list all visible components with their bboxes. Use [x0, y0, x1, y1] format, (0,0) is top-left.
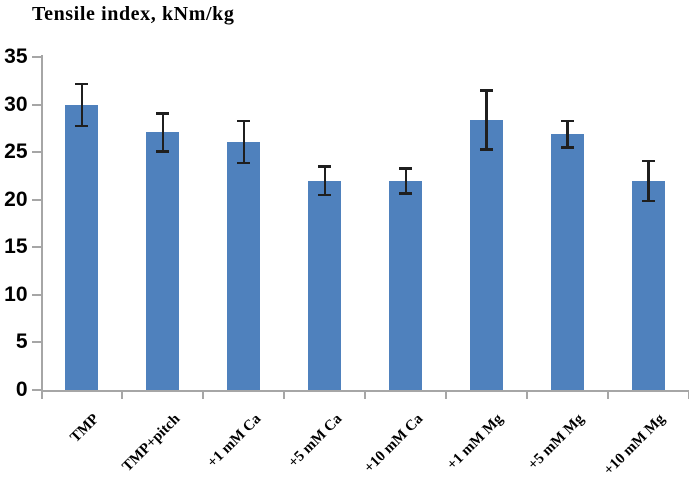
y-axis-tick [32, 151, 41, 154]
bar [550, 134, 584, 390]
error-bar-cap-bottom [641, 199, 655, 203]
bar [631, 180, 665, 390]
y-axis-tick [32, 198, 41, 201]
error-bar-stem [404, 168, 408, 194]
error-bar-stem [566, 120, 569, 148]
error-bar-stem [242, 120, 246, 163]
y-axis-tick-label: 5 [15, 330, 28, 354]
error-bar-stem [323, 166, 327, 195]
error-bar-cap-top [237, 119, 251, 123]
bar [65, 104, 99, 390]
y-axis-tick [32, 293, 41, 296]
y-axis-tick-label: 0 [15, 378, 28, 401]
y-axis-tick [32, 56, 41, 58]
y-axis-line [40, 55, 43, 392]
x-axis-tick [606, 390, 609, 399]
y-axis-tick [32, 341, 41, 344]
error-bar-stem [80, 83, 84, 126]
chart-title: Tensile index, kNm/kg [32, 3, 235, 25]
x-axis-tick [40, 390, 43, 399]
error-bar-cap-bottom [399, 192, 413, 195]
x-axis-label: +1 mM Ca [204, 411, 265, 471]
y-axis-tick [32, 246, 41, 249]
x-axis-label: +5 mM Ca [285, 411, 345, 471]
error-bar-cap-top [156, 112, 170, 115]
error-bar-cap-top [479, 89, 493, 92]
error-bar-cap-bottom [237, 161, 251, 165]
error-bar-cap-bottom [156, 150, 170, 153]
error-bar-stem [647, 160, 650, 201]
error-bar-stem [485, 90, 488, 150]
x-axis-label: +10 mM Ca [360, 411, 426, 477]
y-axis-tick-label: 35 [4, 45, 28, 68]
x-axis-tick [525, 390, 528, 399]
error-bar-stem [161, 113, 165, 152]
error-bar-cap-top [641, 159, 655, 163]
error-bar-cap-bottom [75, 124, 89, 127]
x-axis-label: +1 mM Mg [444, 411, 507, 474]
y-axis-tick-label: 10 [4, 282, 28, 306]
error-bar-cap-top [560, 119, 574, 123]
x-axis-tick [121, 390, 124, 399]
y-axis-tick-label: 25 [4, 140, 28, 164]
x-axis-tick [202, 390, 205, 399]
y-axis-tick-label: 20 [4, 187, 28, 211]
bar [308, 180, 342, 390]
error-bar-cap-top [318, 165, 332, 168]
x-axis-tick [283, 390, 286, 399]
error-bar-cap-top [399, 167, 413, 170]
bar [227, 141, 261, 390]
x-axis-label: +5 mM Mg [525, 411, 588, 474]
x-axis-tick [364, 390, 367, 399]
error-bar-cap-bottom [560, 146, 574, 149]
error-bar-cap-bottom [318, 193, 332, 197]
y-axis-tick [32, 103, 41, 106]
y-axis-tick-label: 30 [4, 92, 28, 116]
bar [469, 119, 503, 390]
x-axis-label: TMP [67, 411, 103, 446]
y-axis-tick-label: 15 [4, 235, 28, 259]
x-axis-tick [687, 390, 689, 399]
error-bar-cap-bottom [479, 148, 493, 151]
bar [146, 132, 180, 390]
y-axis-tick [32, 389, 41, 391]
x-axis-tick [445, 390, 447, 399]
error-bar-cap-top [75, 82, 89, 86]
bar [389, 180, 423, 390]
x-axis-label: +10 mM Mg [601, 411, 669, 479]
